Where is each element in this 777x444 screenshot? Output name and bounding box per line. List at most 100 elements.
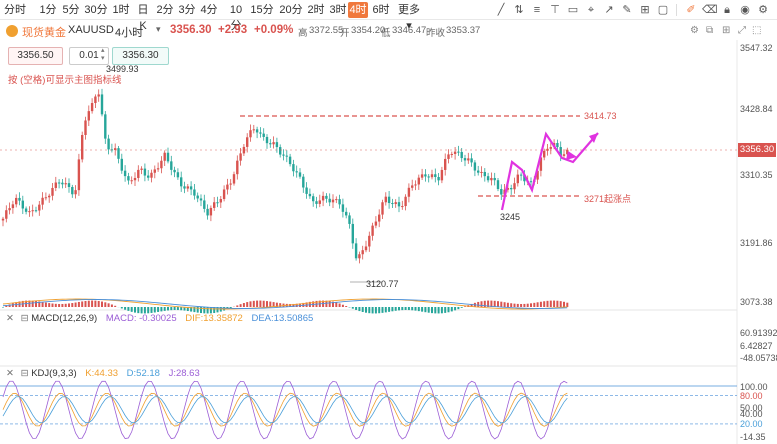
indicator-icon[interactable]: ⚙ [690, 25, 699, 36]
macd-bar [41, 302, 44, 307]
macd-bar [74, 302, 77, 307]
timeframe-4[interactable]: 1时 [112, 4, 130, 16]
collapse-icon[interactable]: ⊟ [20, 313, 29, 324]
bid-price-box[interactable]: 3356.50 [8, 47, 63, 65]
draw-icon[interactable]: ↗ [604, 4, 614, 16]
ask-price-box[interactable]: 3356.30 [112, 47, 169, 65]
timeframe-2[interactable]: 5分 [62, 4, 80, 16]
macd-bar [549, 300, 552, 307]
candle-body [321, 195, 325, 201]
macd-bar [81, 301, 84, 307]
shape-icon[interactable]: ▭ [567, 4, 579, 16]
candle-body [305, 187, 308, 194]
candle-body [407, 187, 411, 197]
candle-body [107, 138, 110, 150]
macd-bar [68, 303, 70, 307]
macd-bar [378, 307, 381, 314]
collapse-icon[interactable]: ⊟ [20, 368, 29, 379]
price-chart[interactable] [0, 40, 777, 444]
macd-bar [457, 307, 460, 310]
timeframe-12[interactable]: 2时 [307, 4, 325, 16]
quantity-input[interactable]: 0.01 [69, 47, 109, 65]
timeframe-7[interactable]: 3分 [178, 4, 196, 16]
timeframe-13[interactable]: 3时 [329, 4, 347, 16]
macd-bar [444, 307, 447, 313]
candle-body [539, 157, 543, 171]
grid-icon[interactable]: ⊞ [722, 25, 731, 36]
low-point-label: 3120.77 [366, 279, 399, 289]
timeframe-16[interactable]: 更多▾ [398, 4, 420, 32]
macd-bar [110, 304, 113, 307]
interval-selector[interactable]: 4小时 [115, 27, 144, 39]
kdj-tick: 80.00 [740, 391, 763, 401]
macd-bar [186, 307, 189, 312]
macd-bar [355, 307, 358, 310]
timeframe-10[interactable]: 15分 [250, 4, 274, 16]
symbol-name[interactable]: 现货黄金 [22, 27, 66, 39]
text-icon[interactable]: ⊤ [550, 4, 560, 16]
j-line [2, 380, 568, 440]
timeframe-3[interactable]: 30分 [84, 4, 108, 16]
candle-body [536, 170, 539, 180]
macd-bar [269, 301, 272, 307]
macd-bar [566, 302, 569, 307]
brush-icon[interactable]: ✎ [622, 4, 632, 16]
macd-bar [137, 307, 140, 314]
timeframe-8[interactable]: 4分 [200, 4, 218, 16]
screenshot-icon[interactable]: ▢ [657, 4, 669, 16]
macd-bar [543, 301, 546, 307]
timeframe-15[interactable]: 6时 [372, 4, 390, 16]
macd-bar [279, 303, 282, 307]
eye-icon[interactable]: ◉ [740, 4, 750, 16]
macd-bar [94, 300, 97, 307]
candle-body [5, 210, 8, 219]
timeframe-14[interactable]: 4时 [348, 2, 368, 18]
measure-icon[interactable]: ⌖ [587, 4, 595, 16]
fib-icon[interactable]: ≡ [533, 4, 541, 16]
candle-body [384, 196, 387, 203]
candle-body [450, 153, 453, 155]
screenshot-icon[interactable]: ⬚ [752, 25, 762, 36]
candle-body [483, 171, 486, 177]
timeframe-5[interactable]: 日K [137, 4, 149, 32]
edit-icon[interactable]: ✐ [686, 4, 696, 16]
candle-body [269, 143, 272, 145]
trend-projection-line [500, 131, 599, 211]
candle-body [361, 250, 364, 255]
close-icon[interactable]: ✕ [6, 313, 14, 324]
candle-body [196, 195, 199, 199]
macd-bar [365, 307, 367, 313]
candle-body [114, 148, 117, 150]
settings-icon[interactable]: ⚙ [758, 4, 768, 16]
timeframe-11[interactable]: 20分 [279, 4, 303, 16]
candle-body [556, 142, 559, 148]
candle-body [34, 210, 38, 212]
chevron-down-icon[interactable]: ▾ [156, 24, 161, 34]
compare-icon[interactable]: ⧉ [706, 25, 714, 36]
macd-bar [48, 303, 51, 307]
macd-bar [130, 307, 133, 312]
candle-body [364, 246, 368, 251]
candle-body [90, 103, 94, 112]
close-icon[interactable]: ✕ [6, 368, 14, 379]
fullscreen-icon[interactable]: ⤢ [738, 25, 746, 36]
candle-body [566, 149, 569, 155]
trend-line-icon[interactable]: ╱ [497, 4, 505, 16]
clear-icon[interactable]: ⌫ [702, 4, 718, 16]
macd-bar [196, 307, 199, 313]
macd-bar [546, 300, 549, 307]
candle-body [486, 176, 490, 181]
macd-bar [559, 301, 562, 307]
timeframe-9[interactable]: 10分 [229, 4, 243, 32]
macd-bar [54, 303, 57, 307]
candle-body [543, 150, 546, 158]
horizontal-line-icon[interactable]: ⇅ [514, 4, 524, 16]
symbol-code[interactable]: XAUUSD [68, 24, 114, 36]
timeframe-6[interactable]: 2分 [156, 4, 174, 16]
lock-icon[interactable]: 🔒︎ [724, 4, 730, 16]
candle-body [397, 202, 401, 207]
stepper-icon[interactable]: ▴ ▾ [101, 47, 105, 62]
timeframe-0[interactable]: 分时 [4, 4, 26, 16]
timeframe-1[interactable]: 1分 [39, 4, 57, 16]
ruler-icon[interactable]: ⊞ [640, 4, 650, 16]
